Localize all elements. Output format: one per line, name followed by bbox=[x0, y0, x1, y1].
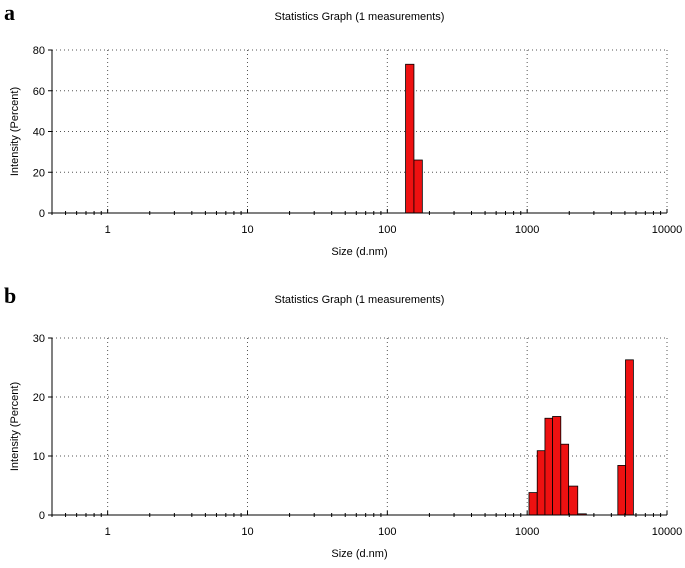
panel-label-a: a bbox=[4, 0, 15, 25]
x-tick-label: 10 bbox=[241, 526, 253, 538]
chart-title: Statistics Graph (1 measurements) bbox=[275, 11, 445, 23]
bar bbox=[552, 416, 562, 516]
bar bbox=[568, 485, 579, 516]
y-tick-label: 0 bbox=[39, 510, 45, 522]
y-axis-label: Intensity (Percent) bbox=[9, 87, 21, 176]
x-tick-label: 10000 bbox=[652, 526, 683, 538]
x-tick-label: 1 bbox=[105, 526, 111, 538]
chart-a: Statistics Graph (1 measurements) 0 20 40 60… bbox=[9, 11, 682, 258]
bar bbox=[413, 159, 423, 214]
x-tick-label: 1 bbox=[105, 224, 111, 236]
bar bbox=[617, 465, 626, 516]
x-axis-label: Size (d.nm) bbox=[331, 246, 387, 258]
y-tick-label: 10 bbox=[33, 451, 45, 463]
x-tick-label: 100 bbox=[378, 526, 396, 538]
y-axis-label: Intensity (Percent) bbox=[9, 382, 21, 471]
x-tick-label: 1000 bbox=[515, 224, 539, 236]
x-axis-label: Size (d.nm) bbox=[331, 548, 387, 560]
x-tick-label: 100 bbox=[378, 224, 396, 236]
bar bbox=[536, 450, 546, 516]
bar bbox=[560, 443, 570, 516]
bar bbox=[544, 417, 553, 516]
bar bbox=[528, 492, 538, 516]
x-tick-label: 10000 bbox=[652, 224, 683, 236]
bar bbox=[625, 359, 634, 516]
y-tick-label: 80 bbox=[33, 45, 45, 57]
y-tick-label: 20 bbox=[33, 167, 45, 179]
y-tick-label: 0 bbox=[39, 208, 45, 220]
y-tick-label: 20 bbox=[33, 392, 45, 404]
y-tick-label: 60 bbox=[33, 86, 45, 98]
chart-b: Statistics Graph (1 measurements) 0 10 20 30… bbox=[9, 294, 682, 560]
y-tick-label: 30 bbox=[33, 333, 45, 345]
x-tick-label: 1000 bbox=[515, 526, 539, 538]
y-tick-label: 40 bbox=[33, 127, 45, 139]
chart-title: Statistics Graph (1 measurements) bbox=[275, 294, 445, 306]
panel-label-b: b bbox=[4, 283, 17, 308]
bar bbox=[405, 63, 415, 214]
x-tick-label: 10 bbox=[241, 224, 253, 236]
